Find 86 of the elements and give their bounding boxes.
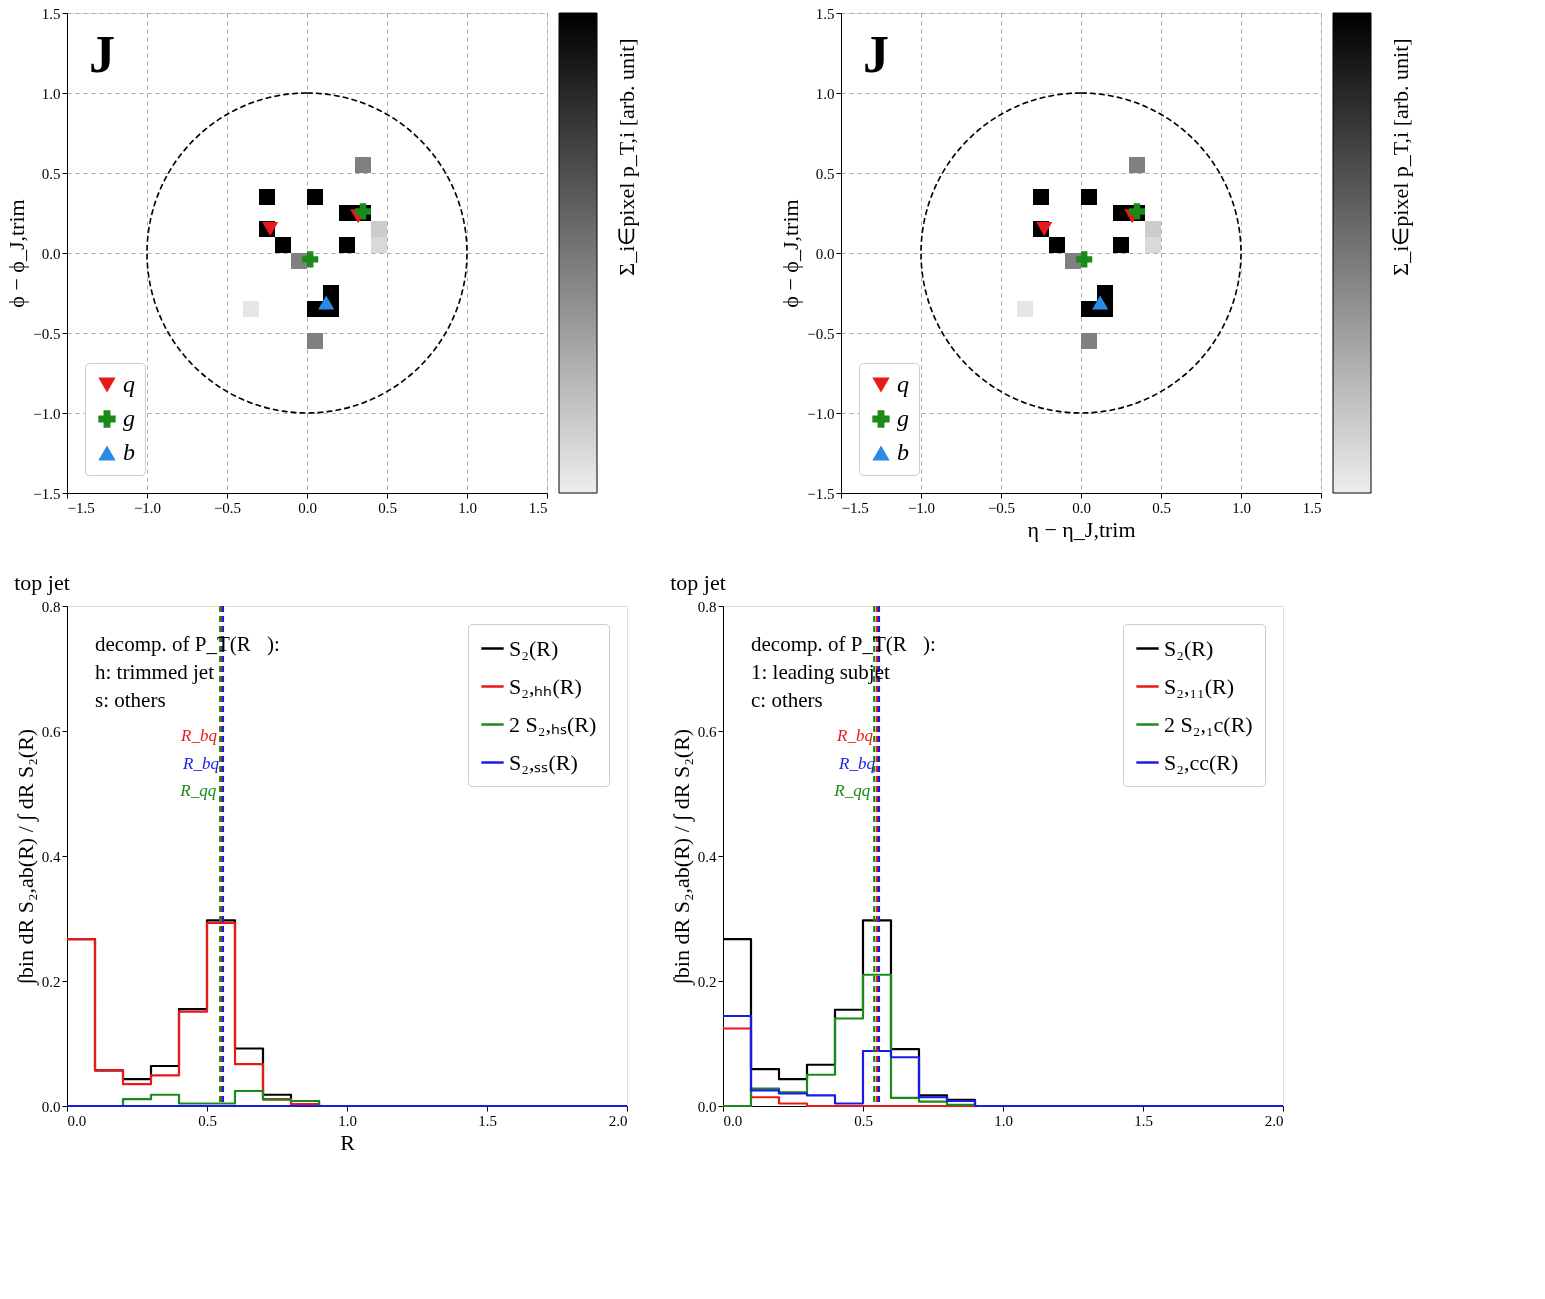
annotation: c: others bbox=[751, 688, 823, 712]
x-tick-label: 2.0 bbox=[1264, 1112, 1284, 1129]
y-tick-label: 1.0 bbox=[815, 85, 835, 102]
legend-label: S₂,ₕₕ(R) bbox=[509, 673, 582, 699]
annotation: 1: leading subjet bbox=[751, 660, 890, 684]
x-tick-label: 0.5 bbox=[1152, 499, 1171, 516]
annotation: J bbox=[89, 26, 115, 83]
legend-label: 2 S₂,ₕₛ(R) bbox=[509, 711, 597, 737]
annotation: s: others bbox=[95, 688, 166, 712]
ref-line-label: R_bq bbox=[182, 753, 220, 773]
x-tick-label: 1.5 bbox=[478, 1112, 497, 1129]
legend-label: S₂,cc(R) bbox=[1164, 749, 1239, 775]
x-tick-label: 0.0 bbox=[1072, 499, 1091, 516]
y-tick-label: 0.4 bbox=[697, 848, 717, 865]
y-tick-label: 0.6 bbox=[697, 723, 717, 740]
y-tick-label: 1.0 bbox=[41, 85, 61, 102]
color-bar-title: Σ_i∈pixel p_T,i [arb. unit] bbox=[614, 38, 639, 276]
y-tick-label: 0.4 bbox=[41, 848, 61, 865]
legend-label: S₂(R) bbox=[509, 635, 559, 661]
y-tick-label: 0.2 bbox=[41, 973, 61, 990]
x-tick-label: 1.5 bbox=[1302, 499, 1322, 516]
y-tick-label: 0.8 bbox=[41, 598, 61, 615]
y-tick-label: −0.5 bbox=[33, 325, 61, 342]
y-tick-label: −0.5 bbox=[807, 325, 835, 342]
annotation: h: trimmed jet bbox=[95, 660, 215, 684]
legend-label: S₂(R) bbox=[1164, 635, 1214, 661]
x-tick-label: 2.0 bbox=[608, 1112, 628, 1129]
legend-label: S₂,ₛₛ(R) bbox=[509, 749, 578, 775]
y-tick-label: 0.6 bbox=[41, 723, 61, 740]
y-tick-label: 0.5 bbox=[41, 165, 61, 182]
legend-label: S₂,₁₁(R) bbox=[1164, 673, 1235, 699]
y-tick-label: −1.0 bbox=[807, 405, 835, 422]
legend-label: 2 S₂,₁c(R) bbox=[1164, 711, 1253, 737]
legend-label: b bbox=[123, 439, 135, 465]
x-axis-title: η − η_J,trim bbox=[1027, 516, 1136, 542]
legend-label: b bbox=[897, 439, 909, 465]
ref-line-label: R_bq bbox=[836, 726, 874, 745]
y-axis-title: ϕ − ϕ_J,trim bbox=[4, 199, 30, 308]
annotation: J bbox=[863, 26, 889, 83]
x-tick-label: 1.0 bbox=[994, 1112, 1013, 1129]
y-tick-label: −1.5 bbox=[33, 485, 61, 502]
x-tick-label: 1.5 bbox=[1134, 1112, 1153, 1129]
y-tick-label: 0.0 bbox=[697, 1098, 717, 1115]
x-tick-label: −0.5 bbox=[987, 499, 1016, 516]
x-tick-label: 0.5 bbox=[378, 499, 397, 516]
y-axis-title: ϕ − ϕ_J,trim bbox=[778, 199, 804, 308]
ref-line-label: R_qq bbox=[833, 781, 871, 800]
x-tick-label: 1.0 bbox=[458, 499, 477, 516]
x-tick-label: 0.0 bbox=[723, 1112, 743, 1129]
y-tick-label: 0.5 bbox=[815, 165, 835, 182]
ref-line-label: R_qq bbox=[179, 781, 217, 800]
x-tick-label: −1.5 bbox=[67, 499, 95, 516]
y-tick-label: −1.0 bbox=[33, 405, 61, 422]
y-tick-label: 0.0 bbox=[815, 245, 835, 262]
annotation: decomp. of P_T(R⃗): bbox=[751, 632, 936, 656]
x-tick-label: 1.0 bbox=[338, 1112, 357, 1129]
x-axis-title: R bbox=[340, 1129, 356, 1155]
y-tick-label: 0.8 bbox=[697, 598, 717, 615]
legend-label: g bbox=[897, 405, 909, 431]
y-tick-label: 0.0 bbox=[41, 1098, 61, 1115]
x-tick-label: −1.0 bbox=[907, 499, 936, 516]
y-axis-title: ∫bin dR S₂,ab(R) / ∫ dR S₂(R) bbox=[668, 728, 695, 987]
legend-label: q bbox=[123, 371, 135, 397]
color-bar-title: Σ_i∈pixel p_T,i [arb. unit] bbox=[1388, 38, 1413, 276]
y-axis-title: ∫bin dR S₂,ab(R) / ∫ dR S₂(R) bbox=[12, 728, 39, 987]
x-tick-label: 1.5 bbox=[528, 499, 548, 516]
y-tick-label: 1.5 bbox=[815, 5, 835, 22]
y-tick-label: 0.0 bbox=[41, 245, 61, 262]
annotation: decomp. of P_T(R⃗): bbox=[95, 632, 280, 656]
ref-line-label: R_bq bbox=[838, 753, 876, 773]
legend-label: g bbox=[123, 405, 135, 431]
ref-line-label: R_bq bbox=[180, 726, 218, 745]
x-tick-label: 0.0 bbox=[67, 1112, 87, 1129]
x-tick-label: 1.0 bbox=[1232, 499, 1251, 516]
x-tick-label: 0.5 bbox=[854, 1112, 873, 1129]
chart-title: top jet bbox=[670, 570, 726, 595]
y-tick-label: 1.5 bbox=[41, 5, 61, 22]
x-tick-label: 0.5 bbox=[198, 1112, 217, 1129]
x-tick-label: 0.0 bbox=[298, 499, 317, 516]
chart-title: top jet bbox=[14, 570, 70, 595]
legend-label: q bbox=[897, 371, 909, 397]
x-tick-label: −0.5 bbox=[213, 499, 242, 516]
y-tick-label: 0.2 bbox=[697, 973, 717, 990]
x-tick-label: −1.5 bbox=[841, 499, 869, 516]
x-tick-label: −1.0 bbox=[133, 499, 162, 516]
y-tick-label: −1.5 bbox=[807, 485, 835, 502]
